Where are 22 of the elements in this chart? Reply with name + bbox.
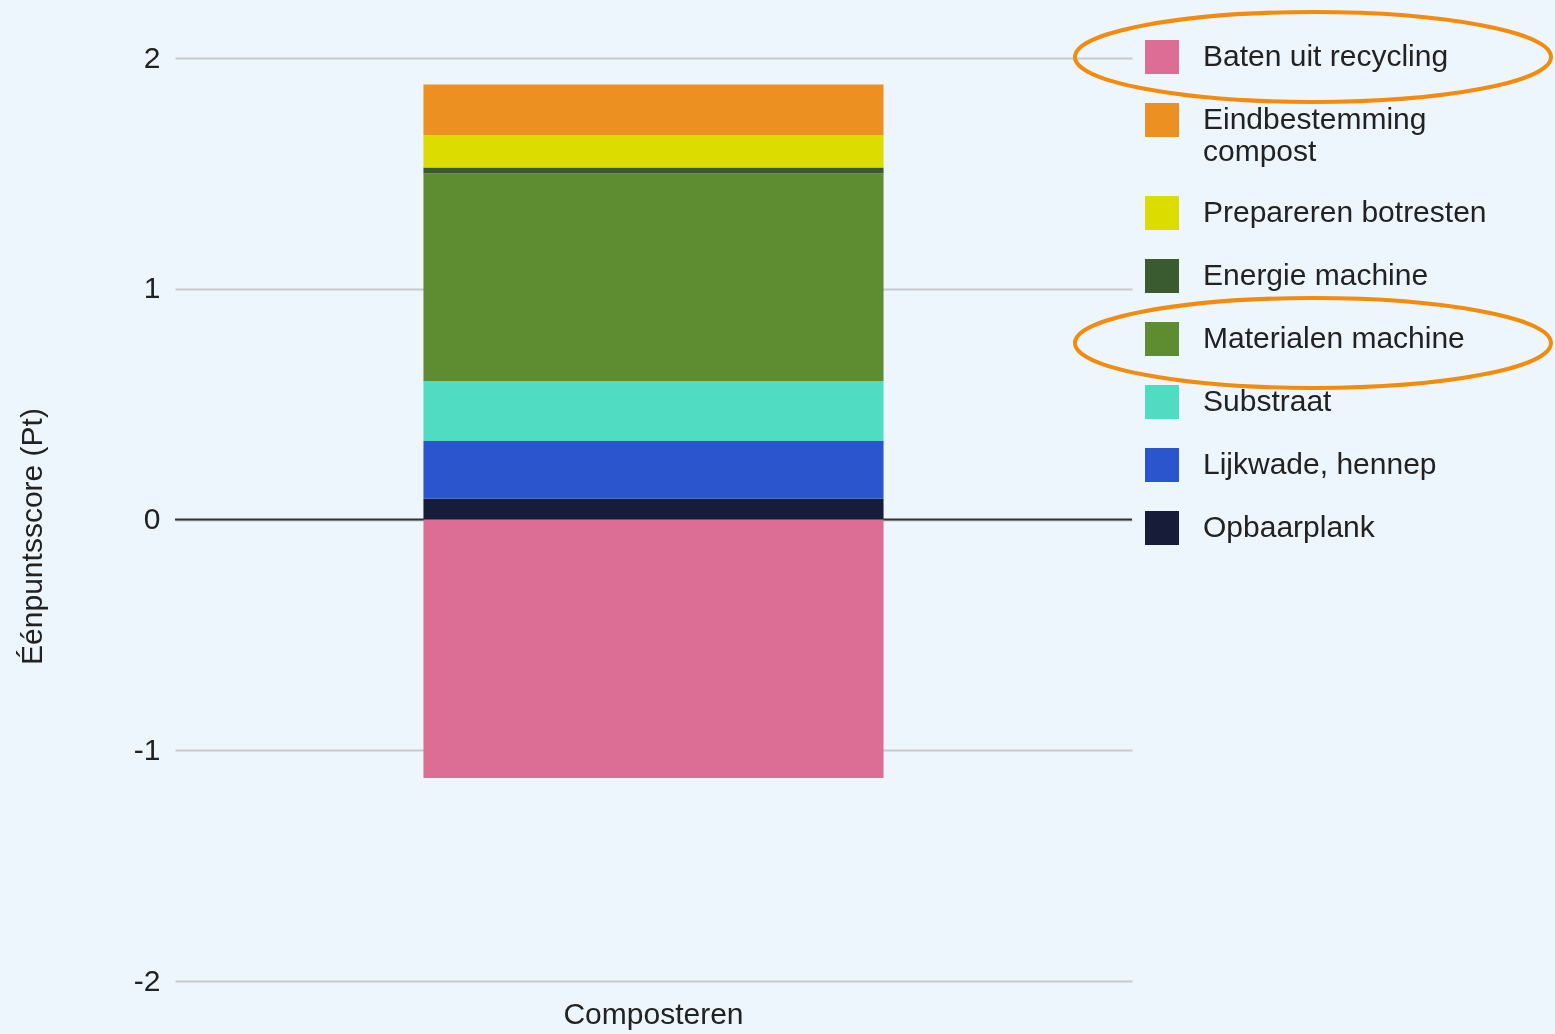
legend-label: Energie machine xyxy=(1203,258,1429,291)
legend-label: Lijkwade, hennep xyxy=(1203,447,1437,480)
y-tick-label: -1 xyxy=(133,732,161,766)
bar xyxy=(423,173,884,382)
y-tick-label: 0 xyxy=(143,502,161,535)
bar xyxy=(423,84,884,136)
legend-label: Substraat xyxy=(1203,384,1333,417)
y-tick-label: -2 xyxy=(133,963,161,997)
bar xyxy=(423,441,884,499)
bar xyxy=(423,519,884,778)
y-tick-label: 2 xyxy=(143,40,161,74)
legend-label: Materialen machine xyxy=(1203,321,1465,354)
y-axis-title: Éénpuntsscore (Pt) xyxy=(14,408,48,665)
legend-label: Opbaarplank xyxy=(1203,510,1376,543)
legend-label: Baten uit recycling xyxy=(1203,39,1449,72)
y-tick-label: 1 xyxy=(143,271,161,305)
bar xyxy=(423,498,884,520)
bar xyxy=(423,135,884,168)
legend-label: Eindbestemming compost xyxy=(1203,102,1427,167)
x-tick-label: Composteren xyxy=(563,996,744,1030)
legend-label: Prepareren botresten xyxy=(1203,195,1487,228)
bar xyxy=(423,381,884,442)
